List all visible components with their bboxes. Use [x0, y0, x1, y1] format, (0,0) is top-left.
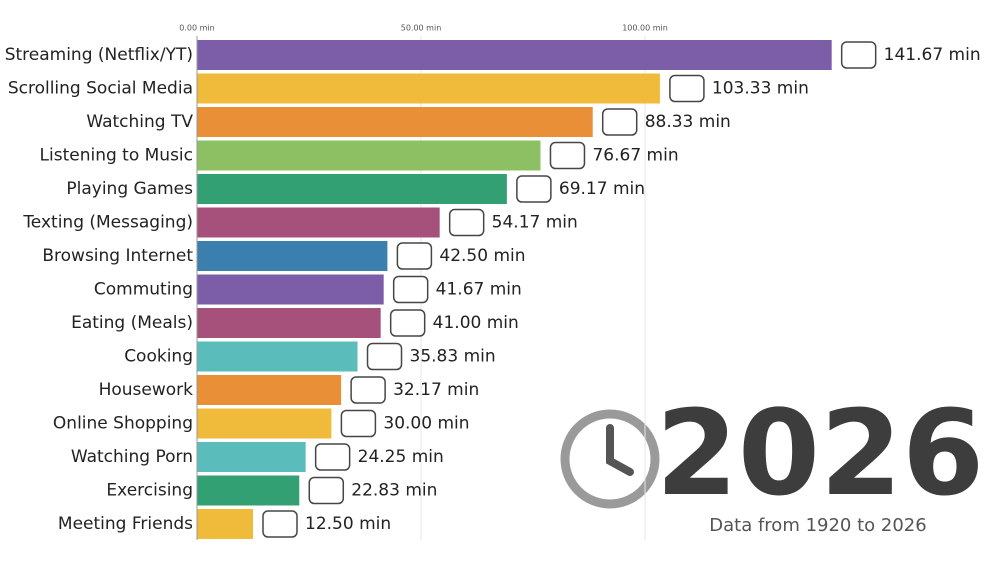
category-label: Watching TV: [86, 112, 193, 132]
category-label: Browsing Internet: [42, 246, 193, 266]
bar: [197, 241, 388, 271]
category-label: Cooking: [124, 347, 193, 367]
bar: [197, 308, 381, 338]
bar: [197, 140, 541, 171]
category-label: Playing Games: [66, 179, 193, 199]
value-label: 35.83 min: [410, 347, 496, 367]
bar: [197, 408, 332, 439]
data-range-note: Data from 1920 to 2026: [709, 515, 926, 536]
bar-icon: [350, 376, 386, 404]
value-label: 69.17 min: [559, 179, 645, 199]
value-label: 22.83 min: [351, 481, 437, 501]
bar-icon: [340, 409, 377, 438]
x-tick-label: 100.00 min: [622, 24, 668, 33]
category-label: Scrolling Social Media: [8, 79, 193, 99]
value-label: 76.67 min: [592, 146, 678, 166]
value-label: 41.00 min: [433, 313, 519, 333]
category-label: Watching Porn: [71, 447, 193, 467]
bar: [197, 107, 593, 137]
bar: [197, 375, 342, 405]
bar: [197, 475, 300, 506]
bar-icon: [669, 74, 705, 103]
bar-icon: [308, 476, 345, 505]
value-label: 32.17 min: [393, 380, 479, 400]
category-label: Exercising: [106, 481, 193, 501]
bar: [197, 40, 832, 70]
bar: [197, 73, 660, 104]
value-label: 30.00 min: [383, 414, 469, 434]
bar-icon: [840, 41, 877, 69]
clock-icon: [560, 409, 660, 509]
bar-icon: [516, 175, 552, 203]
x-tick-label: 0.00 min: [179, 24, 214, 33]
bar-icon: [448, 208, 485, 237]
category-label: Housework: [99, 380, 194, 400]
value-label: 42.50 min: [439, 246, 525, 266]
bar: [197, 274, 384, 305]
category-label: Online Shopping: [53, 414, 193, 434]
value-label: 103.33 min: [712, 79, 809, 99]
bar: [197, 442, 306, 472]
category-label: Meeting Friends: [58, 514, 193, 534]
value-label: 12.50 min: [305, 514, 391, 534]
value-label: 54.17 min: [492, 213, 578, 233]
bar-icon: [314, 443, 351, 471]
bar-icon: [601, 108, 638, 136]
bar: [197, 207, 440, 238]
category-label: Eating (Meals): [71, 313, 193, 333]
bar-icon: [392, 275, 429, 304]
year-label: 2026: [656, 384, 984, 522]
category-label: Texting (Messaging): [22, 213, 193, 233]
value-label: 41.67 min: [436, 280, 522, 300]
bar-icon: [262, 510, 298, 538]
bar-icon: [389, 309, 426, 337]
bar: [197, 341, 358, 372]
category-label: Streaming (Netflix/YT): [5, 45, 193, 65]
bar: [197, 509, 253, 539]
bar-icon: [366, 342, 403, 371]
bar-icon: [549, 141, 586, 170]
x-tick-label: 50.00 min: [401, 24, 442, 33]
category-label: Listening to Music: [40, 146, 193, 166]
bar-icon: [396, 242, 433, 270]
value-label: 88.33 min: [645, 112, 731, 132]
value-label: 24.25 min: [358, 447, 444, 467]
category-label: Commuting: [94, 280, 193, 300]
value-label: 141.67 min: [884, 45, 981, 65]
bar: [197, 174, 507, 204]
